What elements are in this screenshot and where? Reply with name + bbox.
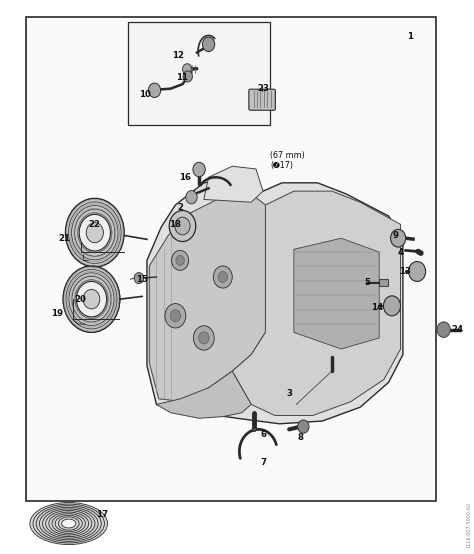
Polygon shape [232,191,401,416]
Ellipse shape [33,504,104,543]
Ellipse shape [36,506,101,541]
Circle shape [298,420,309,433]
FancyBboxPatch shape [26,17,436,501]
Text: 3: 3 [286,389,292,398]
Text: (67 mm)
(➐17): (67 mm) (➐17) [270,151,305,171]
Circle shape [175,217,190,235]
Circle shape [186,191,197,204]
Text: 19: 19 [51,309,63,317]
Circle shape [176,255,184,265]
Polygon shape [204,166,263,202]
Circle shape [202,37,215,52]
Text: 13: 13 [399,267,411,276]
Ellipse shape [39,507,98,540]
Text: 14: 14 [371,303,383,312]
Polygon shape [156,371,251,418]
Text: 1: 1 [407,32,413,40]
Text: 22: 22 [89,220,101,229]
Circle shape [79,214,110,251]
Circle shape [165,304,186,328]
Text: 23: 23 [257,84,269,93]
Circle shape [65,198,124,267]
Circle shape [172,250,189,270]
Text: 7: 7 [260,458,266,467]
Circle shape [383,296,401,316]
Text: 21: 21 [58,234,70,243]
Circle shape [193,326,214,350]
Text: 1116-007-5000-A0: 1116-007-5000-A0 [466,502,472,548]
Circle shape [183,71,192,82]
Circle shape [170,310,181,322]
Polygon shape [149,194,265,402]
Ellipse shape [30,502,108,545]
Text: 24: 24 [451,325,464,334]
Text: 8: 8 [298,433,304,442]
Text: 17: 17 [96,510,108,519]
Circle shape [86,223,103,243]
Text: 20: 20 [74,295,87,304]
Ellipse shape [58,517,79,530]
Ellipse shape [55,515,82,532]
Text: 15: 15 [136,275,148,284]
Text: 5: 5 [365,278,370,287]
Text: 4: 4 [398,248,403,257]
Text: 6: 6 [260,430,266,439]
FancyBboxPatch shape [249,89,275,110]
Circle shape [76,281,107,317]
Ellipse shape [62,519,76,528]
Circle shape [182,64,192,75]
Circle shape [169,211,196,242]
Text: 11: 11 [176,73,189,82]
Text: 16: 16 [179,173,191,182]
FancyBboxPatch shape [379,279,388,286]
Circle shape [391,229,406,247]
Text: 12: 12 [172,51,184,60]
Circle shape [199,332,209,344]
Circle shape [134,273,144,284]
Circle shape [218,271,228,283]
Ellipse shape [52,514,85,534]
Ellipse shape [49,512,89,535]
Ellipse shape [46,510,92,537]
Polygon shape [294,238,379,349]
Text: 10: 10 [138,90,151,99]
Circle shape [63,266,120,332]
FancyBboxPatch shape [128,22,270,125]
Circle shape [213,266,232,288]
Circle shape [193,162,205,177]
Circle shape [409,261,426,281]
Text: 18: 18 [169,220,182,229]
Text: 9: 9 [393,231,399,240]
Polygon shape [147,177,403,424]
Ellipse shape [43,509,95,538]
Circle shape [148,83,161,98]
Circle shape [83,289,100,309]
Text: 2: 2 [177,203,183,212]
Circle shape [437,322,450,337]
